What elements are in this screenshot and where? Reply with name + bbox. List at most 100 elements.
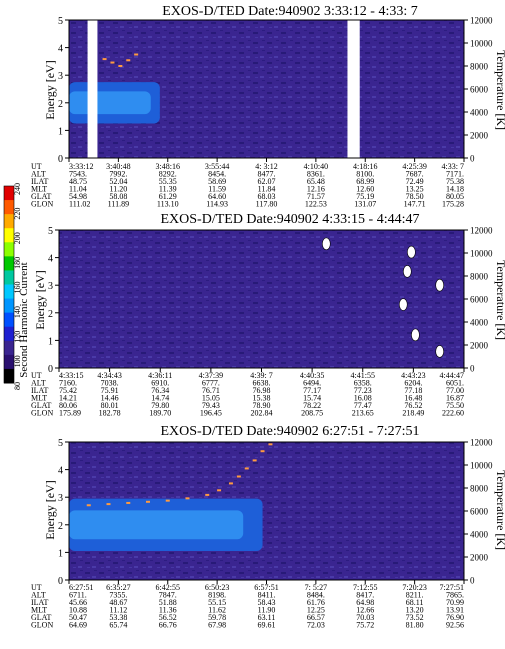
table-cell: 7171. (446, 170, 464, 179)
panel-1-info-table: UTALTILATMLTGLATGLON3:33:127543.48.7511.… (31, 162, 464, 209)
y2-tick-label: 6000 (470, 85, 489, 95)
table-cell: 68.99 (356, 177, 374, 186)
y2-tick-label: 10000 (470, 249, 493, 259)
table-cell: 8454. (208, 170, 226, 179)
table-cell: 48.75 (69, 177, 87, 186)
table-cell: 6:27:51 (69, 583, 93, 592)
table-row-label: UT (31, 583, 42, 592)
table-cell: 75.91 (101, 386, 119, 395)
y2-tick-label: 4000 (470, 530, 489, 540)
table-cell: 182.78 (99, 409, 121, 418)
table-cell: 7992. (109, 170, 127, 179)
table-cell: 62.07 (258, 177, 276, 186)
table-row-label: GLAT (31, 192, 52, 201)
table-cell: 113.10 (157, 200, 179, 209)
table-cell: 61.29 (159, 192, 177, 201)
data-gap (347, 20, 360, 158)
table-row-label: GLON (31, 200, 53, 209)
y-tick-label: 5 (48, 226, 53, 237)
table-row-label: ALT (31, 170, 46, 179)
table-cell: 10.88 (69, 606, 87, 615)
table-cell: 68.11 (406, 598, 424, 607)
table-cell: 76.90 (446, 613, 464, 622)
y-tick-label: 0 (48, 364, 53, 375)
y2-tick-label: 12000 (470, 226, 493, 236)
y2-tick-label: 0 (470, 576, 475, 586)
temperature-point (102, 58, 107, 61)
table-cell: 4:33:15 (59, 371, 83, 380)
table-row-label: UT (31, 162, 42, 171)
table-cell: 12.25 (307, 606, 325, 615)
panel-1-ylabel: Energy [eV] (43, 60, 57, 119)
table-cell: 6:50:23 (205, 583, 229, 592)
y-tick-label: 1 (58, 548, 63, 559)
table-cell: 175.28 (442, 200, 464, 209)
table-cell: 65.48 (307, 177, 325, 186)
y2-tick-label: 8000 (470, 484, 489, 494)
y2-tick-label: 8000 (470, 62, 489, 72)
table-cell: 12.60 (356, 185, 374, 194)
colorbar-tick-label: 140 (13, 306, 22, 318)
y-tick-label: 3 (58, 71, 63, 82)
table-cell: 79.43 (202, 401, 220, 410)
table-cell: 7355. (109, 591, 127, 600)
table-cell: 14.18 (446, 185, 464, 194)
table-cell: 15.05 (202, 394, 220, 403)
table-cell: 14.46 (101, 394, 119, 403)
table-cell: 11.36 (159, 606, 177, 615)
table-cell: 73.52 (406, 613, 424, 622)
colorbar-segment (4, 368, 14, 384)
y2-tick-label: 0 (470, 364, 475, 374)
panel-2-plot (59, 230, 464, 368)
table-cell: 7: 5:27 (305, 583, 327, 592)
panel-2-info-table: UTALTILATMLTGLATGLON4:33:157160.75.4214.… (31, 371, 464, 418)
temperature-point (126, 59, 131, 62)
table-cell: 53.38 (109, 613, 127, 622)
table-cell: 8417. (356, 591, 374, 600)
table-cell: 6711. (69, 591, 87, 600)
table-cell: 4:44:47 (440, 371, 464, 380)
table-cell: 50.47 (69, 613, 87, 622)
table-cell: 16.87 (446, 394, 464, 403)
y2-tick-label: 12000 (470, 438, 493, 448)
colorbar-segment (4, 242, 14, 257)
table-cell: 75.42 (59, 386, 77, 395)
table-row-label: ILAT (31, 386, 48, 395)
table-cell: 4:41:55 (351, 371, 375, 380)
table-cell: 7160. (59, 379, 77, 388)
table-cell: 4:43:23 (401, 371, 425, 380)
panel-1-axes: 5 4 3 2 1 0 12000 10000 8000 6000 4000 2000 0 (58, 16, 493, 166)
table-row-label: MLT (31, 185, 47, 194)
colorbar-segment (4, 256, 14, 271)
y2-tick-label: 0 (470, 154, 475, 164)
table-cell: 54.98 (69, 192, 87, 201)
table-cell: 6358. (354, 379, 372, 388)
colorbar-segment (4, 186, 14, 201)
table-cell: 71.57 (307, 192, 325, 201)
y-tick-label: 3 (48, 281, 53, 292)
saturated-patch (435, 345, 445, 358)
table-cell: 16.48 (404, 394, 422, 403)
saturated-patch (402, 265, 412, 278)
y2-tick-label: 6000 (470, 295, 489, 305)
temperature-point (252, 459, 257, 462)
table-cell: 6051. (446, 379, 464, 388)
y-tick-label: 2 (48, 309, 53, 320)
table-cell: 55.15 (208, 598, 226, 607)
y2-tick-label: 10000 (470, 39, 493, 49)
table-cell: 45.66 (69, 598, 87, 607)
table-cell: 75.72 (356, 621, 374, 630)
table-cell: 56.52 (159, 613, 177, 622)
table-cell: 202.84 (251, 409, 273, 418)
table-cell: 78.22 (303, 401, 321, 410)
y2-tick-label: 4000 (470, 108, 489, 118)
panel-3-y2label: Temperature [K] (494, 470, 505, 550)
table-cell: 6777. (202, 379, 220, 388)
table-cell: 7:20:23 (402, 583, 426, 592)
temperature-point (236, 475, 241, 478)
colorbar-tick-label: 200 (13, 232, 22, 244)
table-cell: 69.61 (258, 621, 276, 630)
colorbar-segment (4, 214, 14, 229)
colorbar-segment (4, 340, 14, 356)
colorbar-segment (4, 200, 14, 215)
